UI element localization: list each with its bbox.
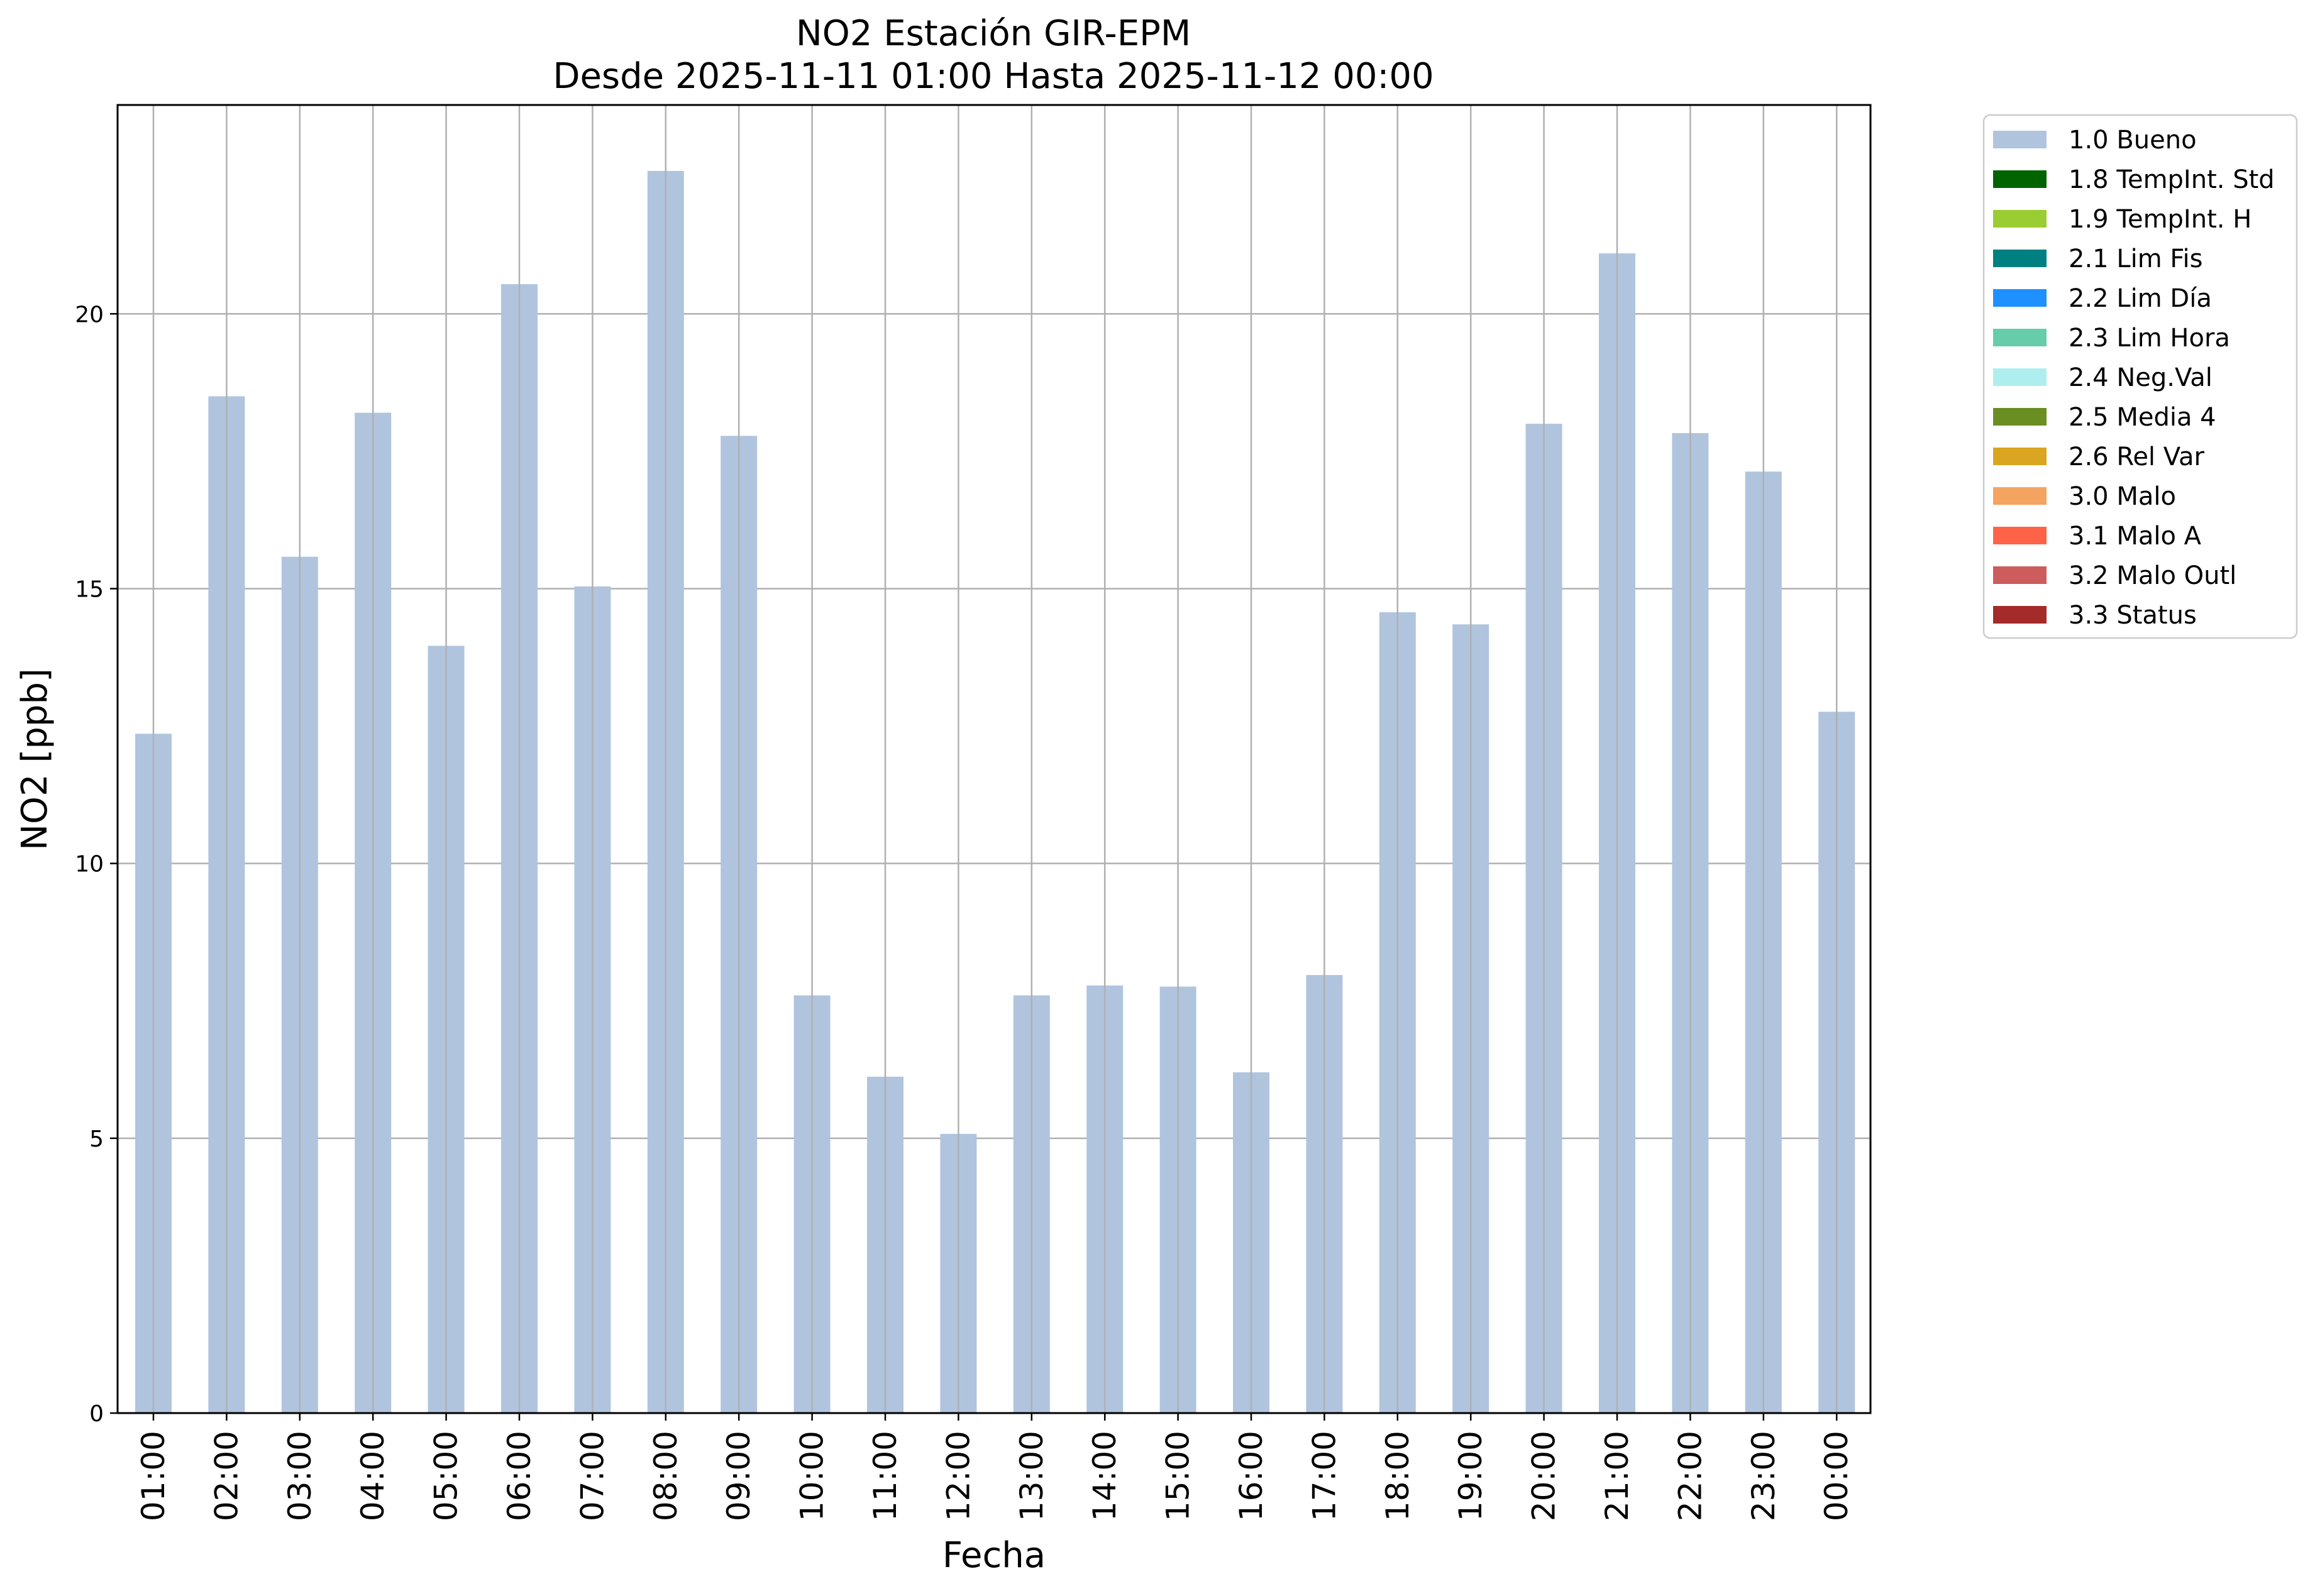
legend-swatch [1993,289,2047,307]
legend-label: 3.2 Malo Outl [2069,561,2236,590]
legend-swatch [1993,170,2047,188]
legend-label: 3.3 Status [2069,601,2197,630]
legend-label: 2.2 Lim Día [2069,284,2212,313]
legend-label: 2.6 Rel Var [2069,443,2205,471]
legend-label: 2.3 Lim Hora [2069,324,2230,353]
legend-label: 2.4 Neg.Val [2069,363,2213,392]
x-tick-label: 21:00 [1599,1431,1635,1521]
x-tick-label: 07:00 [574,1431,611,1521]
x-tick-label: 08:00 [648,1431,684,1521]
legend-swatch [1993,329,2047,346]
legend-label: 1.9 TempInt. H [2069,205,2251,234]
vertical-gridlines [152,105,1838,1413]
x-tick-label: 10:00 [794,1431,831,1521]
x-tick-label: 13:00 [1014,1431,1050,1521]
x-tick-label: 09:00 [721,1431,757,1521]
x-tick-label: 00:00 [1818,1431,1855,1521]
legend-swatch [1993,527,2047,544]
x-tick-label: 16:00 [1233,1431,1269,1521]
legend-swatch [1993,566,2047,584]
legend-label: 1.8 TempInt. Std [2069,165,2275,194]
y-tick-label: 0 [89,1401,104,1427]
x-axis: 01:00 02:00 03:00 04:00 05:00 06:00 07:00 08:00… [135,1413,1855,1521]
x-axis-label: Fecha [942,1535,1046,1576]
y-axis: 0 5 10 15 20 [75,302,118,1427]
legend-swatch [1993,368,2047,386]
legend-box [1982,114,2298,639]
y-tick-label: 5 [89,1126,104,1152]
x-tick-label: 22:00 [1672,1431,1708,1521]
bars [135,170,1855,1414]
x-tick-label: 23:00 [1745,1431,1782,1521]
x-tick-label: 20:00 [1526,1431,1562,1521]
x-tick-label: 17:00 [1306,1431,1342,1521]
legend-label: 3.0 Malo [2069,482,2176,511]
y-tick-label: 15 [75,576,104,602]
legend-label: 2.1 Lim Fis [2069,245,2202,273]
legend-swatch [1993,408,2047,426]
y-tick-label: 20 [75,302,104,327]
x-tick-label: 02:00 [208,1431,245,1521]
x-tick-label: 06:00 [501,1431,538,1521]
x-tick-label: 19:00 [1452,1431,1489,1521]
chart-subtitle: Desde 2025-11-11 01:00 Hasta 2025-11-12 … [553,56,1434,97]
legend-label: 3.1 Malo A [2069,522,2202,551]
legend-swatch [1993,250,2047,267]
x-tick-label: 05:00 [428,1431,465,1521]
chart-title: NO2 Estación GIR-EPM [796,13,1191,54]
x-tick-label: 15:00 [1160,1431,1196,1521]
x-tick-label: 03:00 [282,1431,318,1521]
legend-swatch [1993,448,2047,465]
y-axis-label: NO2 [ppb] [14,668,55,850]
legend-label: 1.0 Bueno [2069,126,2197,155]
legend-label: 2.5 Media 4 [2069,403,2216,432]
legend-swatch [1993,487,2047,505]
y-tick-label: 10 [75,852,104,878]
x-tick-label: 12:00 [940,1431,976,1521]
legend-swatch [1993,131,2047,148]
x-tick-label: 01:00 [135,1431,172,1521]
legend: 1.0 Bueno 1.8 TempInt. Std 1.9 TempInt. H 2… [1982,114,2298,639]
x-tick-label: 04:00 [355,1431,391,1521]
x-tick-label: 11:00 [867,1431,903,1521]
plot-frame [116,104,1872,1414]
legend-swatch [1993,606,2047,624]
legend-swatch [1993,210,2047,228]
x-tick-label: 18:00 [1379,1431,1416,1521]
x-tick-label: 14:00 [1086,1431,1123,1521]
